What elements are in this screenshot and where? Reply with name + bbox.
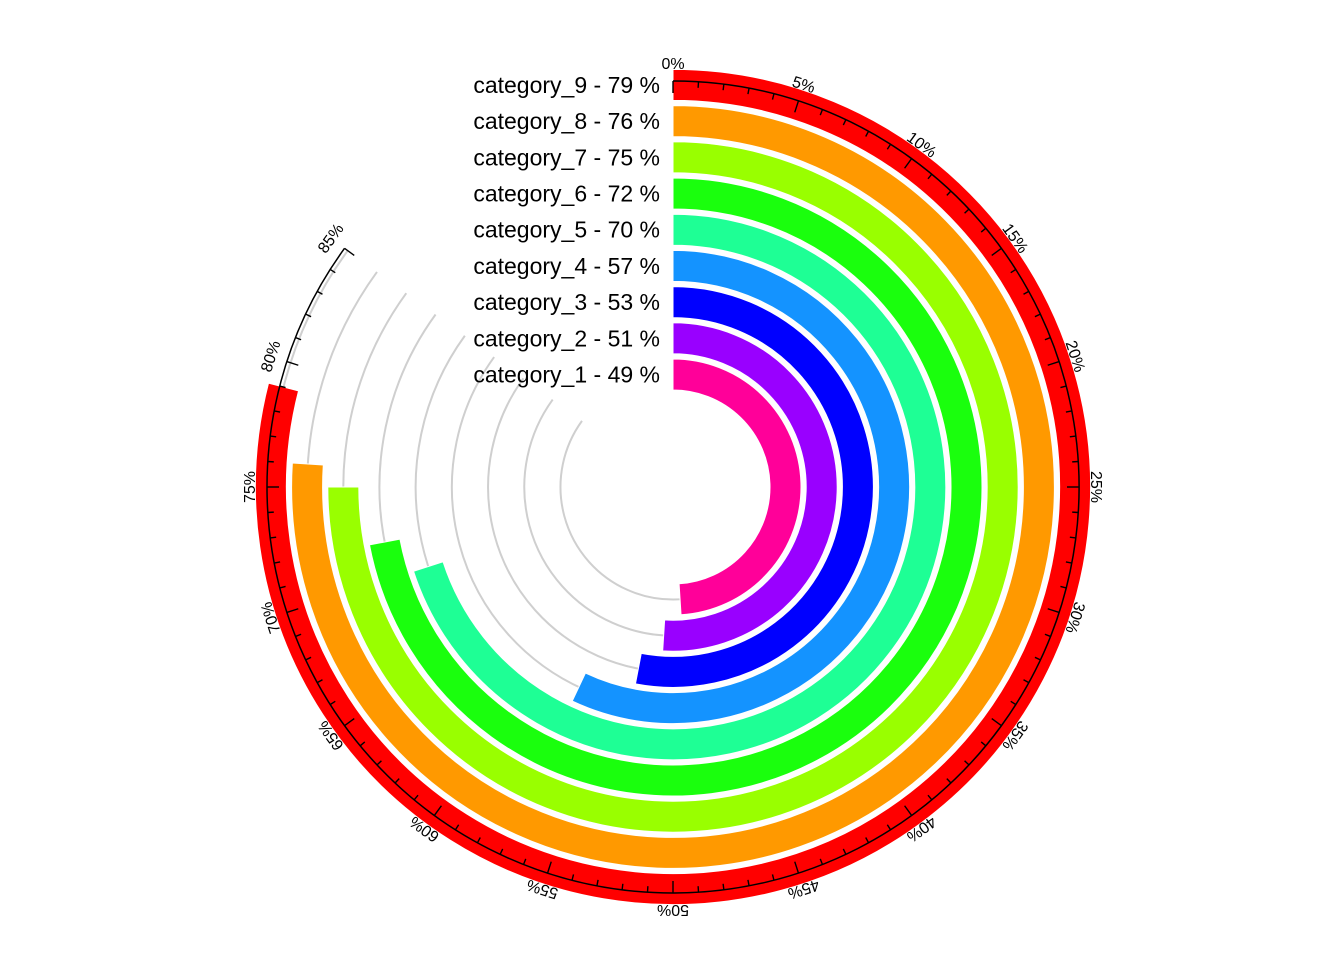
tick-label: 80% <box>258 339 284 375</box>
minor-tick <box>270 436 276 437</box>
category-labels: category_1 - 49 % category_2 - 51 % catego… <box>473 72 660 388</box>
tick-label: 75% <box>242 471 259 503</box>
bar-label-category_5: category_5 - 70 % <box>473 217 660 243</box>
bar-label-category_6: category_6 - 72 % <box>473 181 660 207</box>
tick-label: 0% <box>661 56 684 73</box>
minor-tick <box>723 84 724 90</box>
minor-tick <box>1070 537 1076 538</box>
bar-label-category_4: category_4 - 57 % <box>473 253 660 279</box>
bar-label-category_2: category_2 - 51 % <box>473 325 660 351</box>
major-tick <box>287 362 298 366</box>
bar-label-category_7: category_7 - 75 % <box>473 144 660 170</box>
minor-tick <box>622 884 623 890</box>
minor-tick <box>270 537 276 538</box>
minor-tick <box>723 884 724 890</box>
minor-tick <box>1070 436 1076 437</box>
bars <box>255 69 1090 904</box>
tick-label: 25% <box>1087 471 1104 503</box>
tick-label: 50% <box>657 901 689 918</box>
bar-label-category_8: category_8 - 76 % <box>473 108 660 134</box>
bar-label-category_3: category_3 - 53 % <box>473 289 660 315</box>
bar-label-category_1: category_1 - 49 % <box>473 362 660 388</box>
bar-label-category_9: category_9 - 79 % <box>473 72 660 98</box>
